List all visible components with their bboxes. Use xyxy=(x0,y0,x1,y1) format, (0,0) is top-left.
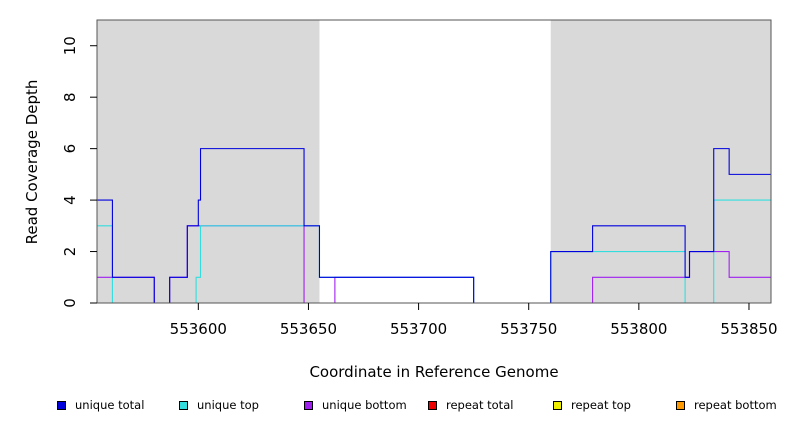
x-tick-label: 553750 xyxy=(500,320,557,338)
shaded-regions xyxy=(97,20,771,303)
x-tick-label: 553650 xyxy=(280,320,337,338)
shaded-region xyxy=(97,20,320,303)
legend-label: unique top xyxy=(197,398,259,412)
plot-border xyxy=(96,19,772,304)
legend-swatch xyxy=(304,400,313,410)
legend-item-repeat-total: repeat total xyxy=(428,398,513,412)
y-tick-label: 4 xyxy=(61,195,79,205)
y-tick-label: 10 xyxy=(61,36,79,55)
legend-swatch xyxy=(553,400,562,410)
legend: unique total unique top unique bottom re… xyxy=(0,398,792,420)
x-tick-label: 553700 xyxy=(390,320,447,338)
x-tick-label: 553600 xyxy=(170,320,227,338)
legend-item-unique-bottom: unique bottom xyxy=(304,398,407,412)
y-tick-label: 6 xyxy=(61,144,79,154)
legend-item-unique-top: unique top xyxy=(179,398,259,412)
y-tick-label: 8 xyxy=(61,92,79,102)
shaded-region xyxy=(550,20,771,303)
y-axis-label: Read Coverage Depth xyxy=(23,80,41,245)
legend-swatch xyxy=(57,400,66,410)
series-line-unique-total xyxy=(97,148,771,304)
legend-label: repeat total xyxy=(446,398,514,412)
y-axis: 0 2 4 6 8 10 xyxy=(61,36,97,308)
legend-label: repeat top xyxy=(571,398,631,412)
y-tick-label: 0 xyxy=(61,298,79,308)
x-tick-label: 553800 xyxy=(610,320,667,338)
x-tick-label: 553850 xyxy=(720,320,777,338)
legend-item-unique-total: unique total xyxy=(57,398,144,412)
legend-label: unique total xyxy=(75,398,145,412)
legend-swatch xyxy=(179,400,188,410)
legend-label: repeat bottom xyxy=(694,398,777,412)
legend-swatch xyxy=(676,400,685,410)
x-axis-label: Coordinate in Reference Genome xyxy=(309,363,558,381)
x-axis: 553600 553650 553700 553750 553800 553850 xyxy=(170,303,778,338)
legend-item-repeat-top: repeat top xyxy=(553,398,631,412)
legend-item-repeat-bottom: repeat bottom xyxy=(676,398,777,412)
legend-label: unique bottom xyxy=(322,398,407,412)
y-tick-label: 2 xyxy=(61,247,79,257)
legend-swatch xyxy=(428,400,437,410)
